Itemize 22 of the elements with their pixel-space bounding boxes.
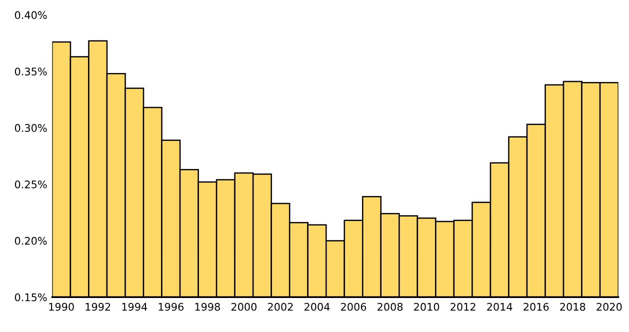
y-tick-label: 0.25%	[14, 180, 47, 188]
x-tick-label: 2008	[378, 302, 403, 311]
x-tick-label: 2020	[596, 302, 622, 311]
x-tick-label: 2006	[341, 302, 366, 311]
y-tick-label: 0.15%	[14, 293, 47, 302]
x-tick-label: 1990	[49, 302, 74, 311]
y-tick-label: 0.30%	[14, 124, 47, 132]
x-tick-label: 1998	[195, 302, 220, 311]
x-tick-label: 2018	[560, 302, 586, 311]
x-tick-label: 2016	[524, 302, 549, 311]
x-tick-label: 1992	[86, 302, 110, 311]
x-tick-label: 2002	[268, 302, 293, 311]
y-tick-label: 0.20%	[14, 236, 47, 245]
x-tick-label: 2010	[414, 302, 440, 311]
y-tick-label: 0.40%	[14, 11, 47, 20]
x-tick-label: 2004	[304, 302, 330, 311]
x-tick-label: 1994	[122, 302, 148, 311]
x-tick-label: 2014	[487, 302, 512, 311]
x-tick-label: 1996	[158, 302, 184, 311]
y-tick-label: 0.35%	[14, 68, 47, 76]
x-tick-label: 2000	[231, 302, 257, 311]
x-tick-label: 2012	[450, 302, 476, 311]
